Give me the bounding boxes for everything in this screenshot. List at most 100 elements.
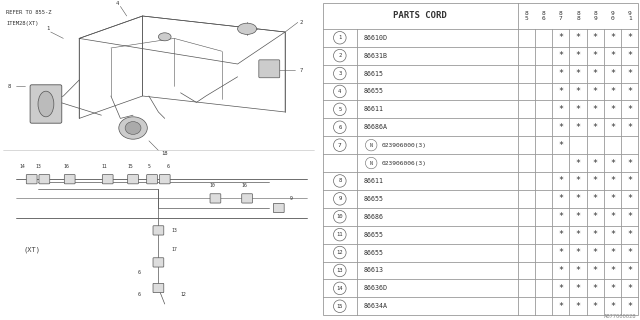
Text: 15: 15 <box>337 304 343 309</box>
Text: *: * <box>558 194 563 203</box>
Text: PARTS CORD: PARTS CORD <box>394 12 447 20</box>
Text: *: * <box>593 248 598 257</box>
Text: 86686: 86686 <box>363 214 383 220</box>
Text: *: * <box>610 69 615 78</box>
Text: *: * <box>593 123 598 132</box>
Text: 8
9: 8 9 <box>593 11 597 21</box>
Text: 86634A: 86634A <box>363 303 387 309</box>
Text: (XT): (XT) <box>23 246 40 253</box>
Text: *: * <box>627 158 632 168</box>
Text: *: * <box>593 158 598 168</box>
Text: *: * <box>627 302 632 311</box>
Text: *: * <box>593 302 598 311</box>
Text: *: * <box>558 266 563 275</box>
Ellipse shape <box>159 33 171 41</box>
Text: 023906006(3): 023906006(3) <box>382 161 427 165</box>
Text: *: * <box>610 194 615 203</box>
Text: *: * <box>575 105 580 114</box>
Text: 86655: 86655 <box>363 250 383 256</box>
Text: *: * <box>593 230 598 239</box>
Text: 12: 12 <box>181 292 187 297</box>
Text: 86655: 86655 <box>363 88 383 94</box>
Text: *: * <box>593 176 598 186</box>
Text: *: * <box>558 105 563 114</box>
Text: *: * <box>593 284 598 293</box>
Text: *: * <box>558 69 563 78</box>
Ellipse shape <box>119 117 147 139</box>
Text: 8: 8 <box>8 84 11 89</box>
Text: *: * <box>575 212 580 221</box>
Text: 2: 2 <box>300 20 303 25</box>
Text: *: * <box>610 230 615 239</box>
Text: 023906000(3): 023906000(3) <box>382 143 427 148</box>
Text: 1: 1 <box>46 26 49 31</box>
Text: 86610D: 86610D <box>363 35 387 41</box>
Text: 7: 7 <box>338 143 342 148</box>
FancyBboxPatch shape <box>147 175 157 184</box>
FancyBboxPatch shape <box>273 204 284 212</box>
FancyBboxPatch shape <box>242 194 253 203</box>
FancyBboxPatch shape <box>153 284 164 292</box>
Text: 13: 13 <box>35 164 41 169</box>
Text: *: * <box>575 194 580 203</box>
Text: *: * <box>593 212 598 221</box>
Text: *: * <box>627 194 632 203</box>
Text: 11: 11 <box>337 232 343 237</box>
Text: 12: 12 <box>337 250 343 255</box>
Text: 86611: 86611 <box>363 178 383 184</box>
Text: *: * <box>575 69 580 78</box>
Text: *: * <box>575 284 580 293</box>
Text: 14: 14 <box>19 164 25 169</box>
Text: *: * <box>610 123 615 132</box>
Text: *: * <box>558 141 563 150</box>
Text: *: * <box>593 105 598 114</box>
Text: *: * <box>575 123 580 132</box>
Text: N: N <box>370 161 372 165</box>
Text: *: * <box>610 87 615 96</box>
Text: 2: 2 <box>338 53 341 58</box>
Text: 16: 16 <box>63 164 69 169</box>
Text: 7: 7 <box>300 68 303 73</box>
Text: *: * <box>593 194 598 203</box>
Text: 5: 5 <box>338 107 341 112</box>
Text: *: * <box>575 266 580 275</box>
Text: *: * <box>575 176 580 186</box>
Text: *: * <box>627 105 632 114</box>
FancyBboxPatch shape <box>30 85 62 123</box>
Text: *: * <box>610 248 615 257</box>
Text: 8
5: 8 5 <box>524 11 528 21</box>
FancyBboxPatch shape <box>159 175 170 184</box>
Ellipse shape <box>38 91 54 117</box>
Text: *: * <box>558 302 563 311</box>
Text: 6: 6 <box>138 269 141 275</box>
Text: 8
8: 8 8 <box>576 11 580 21</box>
Text: *: * <box>610 284 615 293</box>
Text: *: * <box>627 248 632 257</box>
Text: 5: 5 <box>147 164 150 169</box>
Text: 11: 11 <box>102 164 108 169</box>
Text: *: * <box>575 248 580 257</box>
FancyBboxPatch shape <box>26 175 37 184</box>
Text: *: * <box>627 284 632 293</box>
FancyBboxPatch shape <box>153 226 164 235</box>
Text: 10: 10 <box>209 183 215 188</box>
Text: *: * <box>627 87 632 96</box>
Text: 8
7: 8 7 <box>559 11 563 21</box>
Text: N: N <box>370 143 372 148</box>
Text: *: * <box>627 69 632 78</box>
Text: 4: 4 <box>338 89 341 94</box>
Text: *: * <box>627 266 632 275</box>
Text: 4: 4 <box>116 1 119 6</box>
FancyBboxPatch shape <box>153 258 164 267</box>
FancyBboxPatch shape <box>102 175 113 184</box>
Text: *: * <box>593 33 598 42</box>
Text: *: * <box>575 230 580 239</box>
FancyBboxPatch shape <box>64 175 75 184</box>
Text: 18: 18 <box>161 151 168 156</box>
Text: 86611: 86611 <box>363 106 383 112</box>
Text: *: * <box>610 302 615 311</box>
Text: *: * <box>610 176 615 186</box>
Text: *: * <box>575 302 580 311</box>
FancyBboxPatch shape <box>259 60 280 78</box>
Text: AB77000028: AB77000028 <box>604 314 637 319</box>
